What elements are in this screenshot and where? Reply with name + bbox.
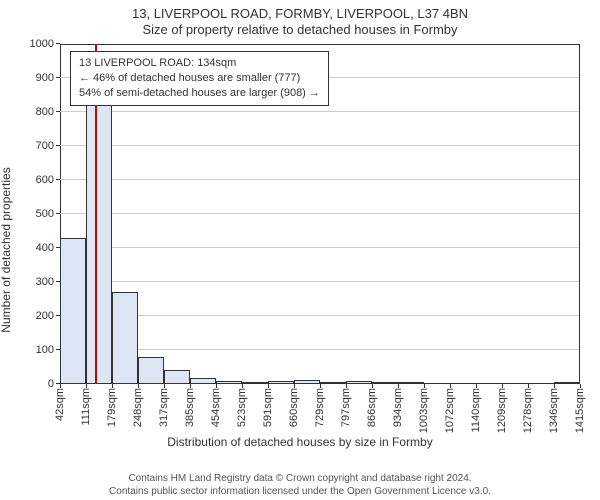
histogram-bar <box>554 382 580 384</box>
x-axis-label: Distribution of detached houses by size … <box>0 435 600 449</box>
info-box-line: 13 LIVERPOOL ROAD: 134sqm <box>79 56 320 71</box>
x-tick-label: 1415sqm <box>574 388 586 433</box>
y-tick-mark <box>56 43 60 44</box>
x-tick-label: 1209sqm <box>496 388 508 433</box>
histogram-bar <box>346 381 372 384</box>
grid-line <box>60 179 579 180</box>
info-box-line: ← 46% of detached houses are smaller (77… <box>79 71 320 86</box>
histogram-bar <box>242 382 268 384</box>
x-tick-label: 1072sqm <box>444 388 456 433</box>
footer-attribution: Contains HM Land Registry data © Crown c… <box>0 473 600 498</box>
y-tick-mark <box>56 179 60 180</box>
histogram-bar <box>216 381 242 384</box>
x-tick-label: 248sqm <box>132 388 144 427</box>
x-tick-label: 1278sqm <box>522 388 534 433</box>
x-tick-label: 866sqm <box>366 388 378 427</box>
y-tick-label: 300 <box>36 276 54 288</box>
x-tick-label: 317sqm <box>158 388 170 427</box>
grid-line <box>60 247 579 248</box>
x-tick-label: 729sqm <box>314 388 326 427</box>
grid-line <box>60 281 579 282</box>
y-tick-label: 900 <box>36 72 54 84</box>
histogram-bar <box>138 357 164 384</box>
histogram-bar <box>398 382 424 384</box>
x-tick-label: 797sqm <box>340 388 352 427</box>
x-tick-label: 591sqm <box>262 388 274 427</box>
histogram-bar <box>112 292 138 384</box>
histogram-bar <box>320 382 346 384</box>
grid-line <box>60 111 579 112</box>
grid-line <box>60 213 579 214</box>
x-tick-label: 523sqm <box>236 388 248 427</box>
x-tick-label: 42sqm <box>54 388 66 421</box>
x-tick-label: 179sqm <box>106 388 118 427</box>
histogram-bar <box>164 370 190 384</box>
x-tick-label: 454sqm <box>210 388 222 427</box>
footer-line-1: Contains HM Land Registry data © Crown c… <box>0 473 600 486</box>
histogram-bar <box>268 381 294 384</box>
histogram-bar <box>372 382 398 384</box>
y-tick-mark <box>56 145 60 146</box>
chart-subtitle: Size of property relative to detached ho… <box>0 22 600 37</box>
y-tick-label: 1000 <box>30 38 54 50</box>
y-tick-label: 400 <box>36 242 54 254</box>
y-tick-label: 700 <box>36 140 54 152</box>
y-tick-mark <box>56 111 60 112</box>
x-tick-label: 1003sqm <box>418 388 430 433</box>
info-box: 13 LIVERPOOL ROAD: 134sqm← 46% of detach… <box>70 51 329 106</box>
x-tick-label: 1346sqm <box>548 388 560 433</box>
y-tick-label: 100 <box>36 344 54 356</box>
x-tick-label: 385sqm <box>184 388 196 427</box>
x-tick-label: 660sqm <box>288 388 300 427</box>
chart-title: 13, LIVERPOOL ROAD, FORMBY, LIVERPOOL, L… <box>0 6 600 21</box>
histogram-bar <box>190 378 216 384</box>
x-tick-label: 934sqm <box>392 388 404 427</box>
y-tick-label: 600 <box>36 174 54 186</box>
x-tick-label: 1140sqm <box>470 388 482 432</box>
histogram-bar <box>86 105 112 384</box>
info-box-line: 54% of semi-detached houses are larger (… <box>79 86 320 101</box>
y-axis-label: Number of detached properties <box>0 167 13 332</box>
y-tick-mark <box>56 77 60 78</box>
y-tick-label: 200 <box>36 310 54 322</box>
grid-line <box>60 145 579 146</box>
y-tick-label: 500 <box>36 208 54 220</box>
y-tick-mark <box>56 213 60 214</box>
x-tick-label: 111sqm <box>80 388 92 426</box>
histogram-bar <box>60 238 86 384</box>
plot-area: 0100200300400500600700800900100042sqm111… <box>60 44 580 384</box>
footer-line-2: Contains public sector information licen… <box>0 486 600 499</box>
histogram-bar <box>294 380 320 384</box>
y-tick-label: 800 <box>36 106 54 118</box>
